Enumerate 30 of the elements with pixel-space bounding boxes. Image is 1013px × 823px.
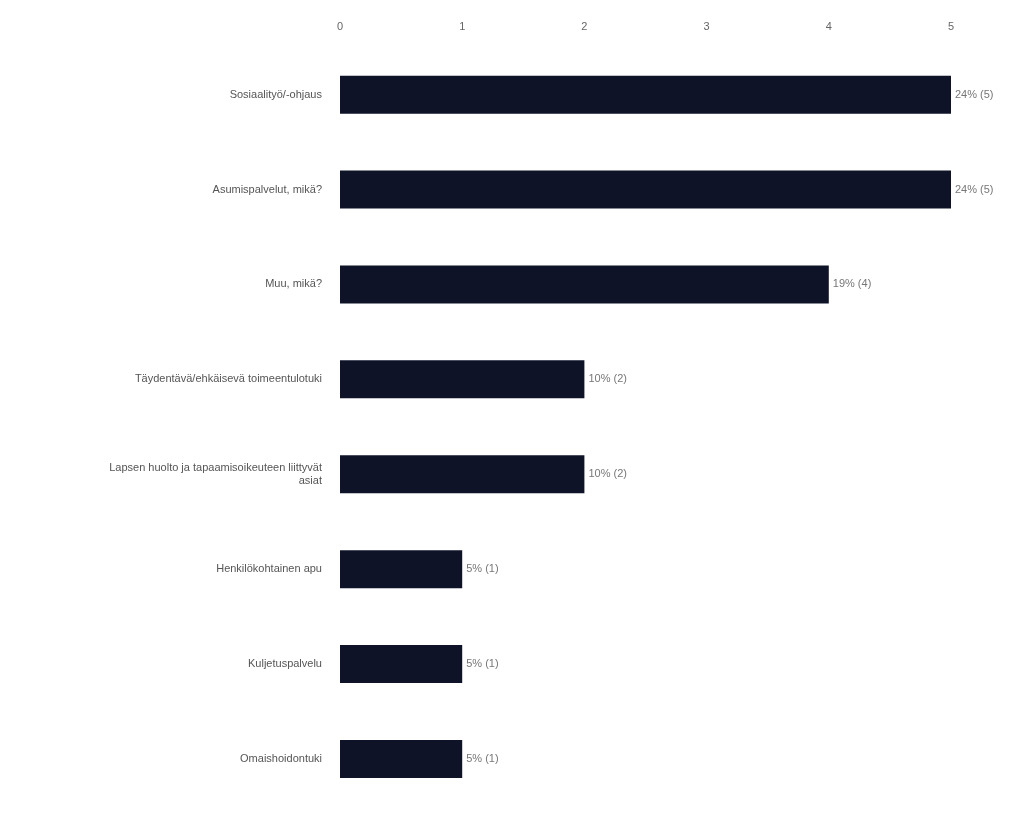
data-label: 10% (2) — [588, 467, 627, 480]
bar — [340, 75, 951, 114]
bar — [340, 739, 463, 778]
x-tick-label: 2 — [581, 19, 588, 32]
data-label: 10% (2) — [588, 372, 627, 385]
bar — [340, 170, 951, 209]
y-tick-label: Muu, mikä? — [265, 277, 322, 290]
bar — [340, 455, 585, 494]
data-label: 19% (4) — [832, 277, 872, 290]
data-label: 5% (1) — [466, 657, 499, 670]
y-tick-label: Täydentävä/ehkäisevä toimeentulotuki — [134, 372, 322, 385]
bar — [340, 550, 463, 589]
y-tick-label: Asumispalvelut, mikä? — [212, 182, 322, 195]
x-tick-label: 3 — [703, 19, 710, 32]
y-tick-label: Kuljetuspalvelu — [248, 657, 322, 670]
x-tick-label: 1 — [459, 19, 466, 32]
bar — [340, 360, 585, 399]
y-tick-label: Henkilökohtainen apu — [216, 562, 322, 575]
y-tick-label: Omaishoidontuki — [240, 751, 322, 764]
data-label: 24% (5) — [955, 182, 994, 195]
x-tick-label: 0 — [336, 19, 344, 32]
x-tick-label: 5 — [947, 19, 955, 32]
y-tick-label: Lapsen huolto ja tapaamisoikeuteen liittyvät asiat — [109, 460, 322, 486]
data-label: 24% (5) — [955, 87, 994, 100]
bar — [340, 645, 463, 684]
data-label: 5% (1) — [466, 751, 499, 764]
x-tick-label: 4 — [825, 19, 832, 32]
bar — [340, 265, 829, 304]
y-tick-label: Sosiaalityö/-ohjaus — [229, 87, 323, 100]
data-label: 5% (1) — [466, 562, 499, 575]
